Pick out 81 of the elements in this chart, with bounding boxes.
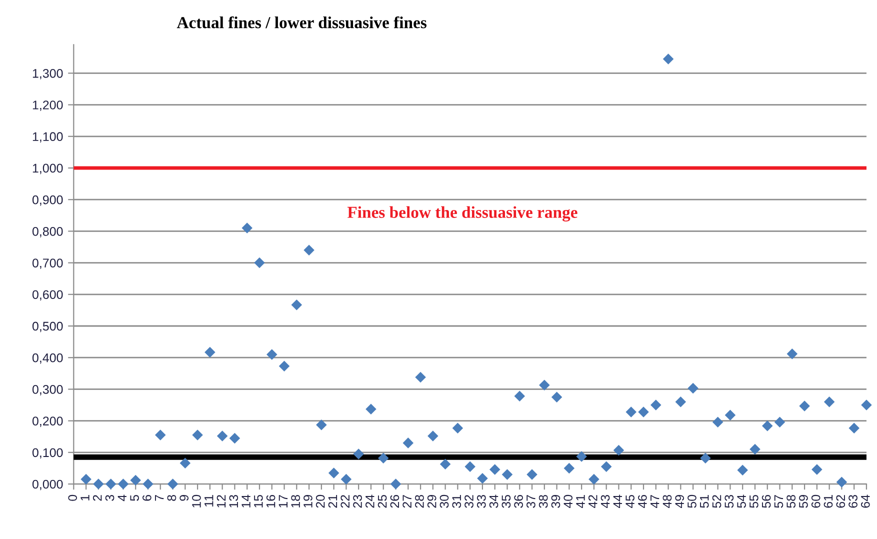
- x-tick-label: 62: [836, 495, 846, 508]
- y-tick-label: 0,400: [32, 353, 63, 364]
- x-tick-label: 26: [390, 494, 400, 508]
- y-tick-label: 1,000: [32, 164, 63, 174]
- y-tick-label: 1,200: [32, 100, 63, 111]
- y-tick-label: 0,800: [32, 226, 63, 238]
- x-tick-label: 38: [538, 494, 548, 508]
- x-tick-label: 16: [266, 494, 276, 508]
- x-tick-label: 11: [204, 495, 214, 506]
- x-tick-label: 45: [626, 494, 634, 508]
- x-tick-label: 17: [278, 495, 288, 508]
- x-tick-label: 37: [526, 495, 536, 508]
- x-tick-label: 41: [576, 495, 585, 508]
- x-tick-label: 22: [340, 495, 350, 508]
- y-tick-label: 0,100: [32, 448, 63, 459]
- x-tick-label: 21: [328, 495, 338, 508]
- annotation: Fines below the dissuasive range: [347, 206, 578, 222]
- x-tick-label: 2: [92, 495, 102, 501]
- x-tick-label: 60: [811, 494, 820, 508]
- x-tick-label: 19: [304, 495, 312, 508]
- y-tick-label: 0,000: [32, 480, 63, 490]
- x-tick-label: 58: [786, 494, 796, 508]
- x-tick-label: 24: [365, 494, 374, 508]
- x-tick-label: 27: [402, 495, 412, 508]
- x-tick-label: 44: [613, 494, 622, 508]
- x-tick-label: 0: [68, 494, 78, 501]
- y-tick-label: 0,600: [32, 290, 63, 301]
- x-tick-label: 35: [502, 494, 511, 508]
- x-tick-label: 33: [476, 494, 486, 508]
- y-tick-label: 0,500: [32, 322, 63, 332]
- x-tick-label: 42: [588, 495, 598, 508]
- x-tick-label: 54: [737, 494, 746, 508]
- y-tick-label: 0,300: [32, 385, 63, 396]
- x-tick-label: 39: [551, 495, 560, 508]
- x-tick-label: 15: [254, 494, 263, 508]
- x-tick-label: 4: [118, 494, 126, 502]
- y-tick-label: 1,300: [32, 68, 63, 80]
- x-tick-label: 43: [600, 494, 610, 508]
- x-tick-label: 5: [130, 494, 139, 501]
- x-tick-label: 52: [712, 495, 722, 508]
- x-tick-label: 51: [700, 495, 709, 508]
- x-tick-label: 59: [799, 495, 808, 508]
- x-tick-label: 12: [216, 495, 226, 508]
- x-tick-label: 53: [724, 494, 734, 508]
- x-tick-label: 23: [353, 494, 362, 508]
- x-tick-label: 34: [489, 494, 498, 508]
- x-tick-label: 7: [155, 495, 164, 501]
- x-tick-label: 28: [415, 494, 424, 508]
- chart-title: Actual fines / lower dissuasive fines: [176, 16, 426, 28]
- x-tick-label: 10: [192, 494, 201, 508]
- x-tick-label: 40: [564, 494, 573, 508]
- x-tick-label: 31: [452, 495, 462, 508]
- x-tick-label: 13: [229, 494, 238, 508]
- x-tick-label: 50: [688, 494, 696, 508]
- x-tick-label: 25: [378, 494, 387, 508]
- y-tick-label: 1,100: [32, 132, 63, 143]
- x-tick-label: 63: [848, 494, 858, 508]
- y-tick-label: 0,700: [32, 258, 63, 269]
- x-tick-label: 6: [142, 494, 152, 501]
- x-tick-label: 61: [824, 495, 833, 508]
- x-tick-label: 20: [316, 494, 325, 508]
- x-tick-label: 56: [762, 494, 771, 508]
- x-tick-label: 64: [860, 494, 870, 508]
- x-tick-label: 8: [167, 494, 176, 501]
- x-tick-label: 14: [242, 494, 250, 508]
- x-tick-label: 9: [180, 495, 189, 501]
- x-tick-label: 48: [662, 494, 672, 508]
- x-tick-label: 49: [675, 495, 684, 508]
- x-tick-label: 18: [291, 494, 300, 508]
- x-tick-label: 46: [638, 494, 647, 508]
- x-tick-label: 36: [514, 494, 523, 508]
- x-tick-label: 30: [440, 494, 449, 508]
- y-tick-label: 0,900: [32, 195, 63, 206]
- x-tick-label: 1: [80, 495, 90, 500]
- x-tick-label: 32: [464, 495, 474, 508]
- x-tick-label: 47: [650, 495, 660, 508]
- x-tick-label: 55: [750, 494, 758, 508]
- x-tick-label: 57: [774, 495, 784, 508]
- x-tick-label: 29: [427, 495, 436, 508]
- x-tick-label: 3: [105, 494, 114, 501]
- y-tick-label: 0,200: [32, 416, 63, 427]
